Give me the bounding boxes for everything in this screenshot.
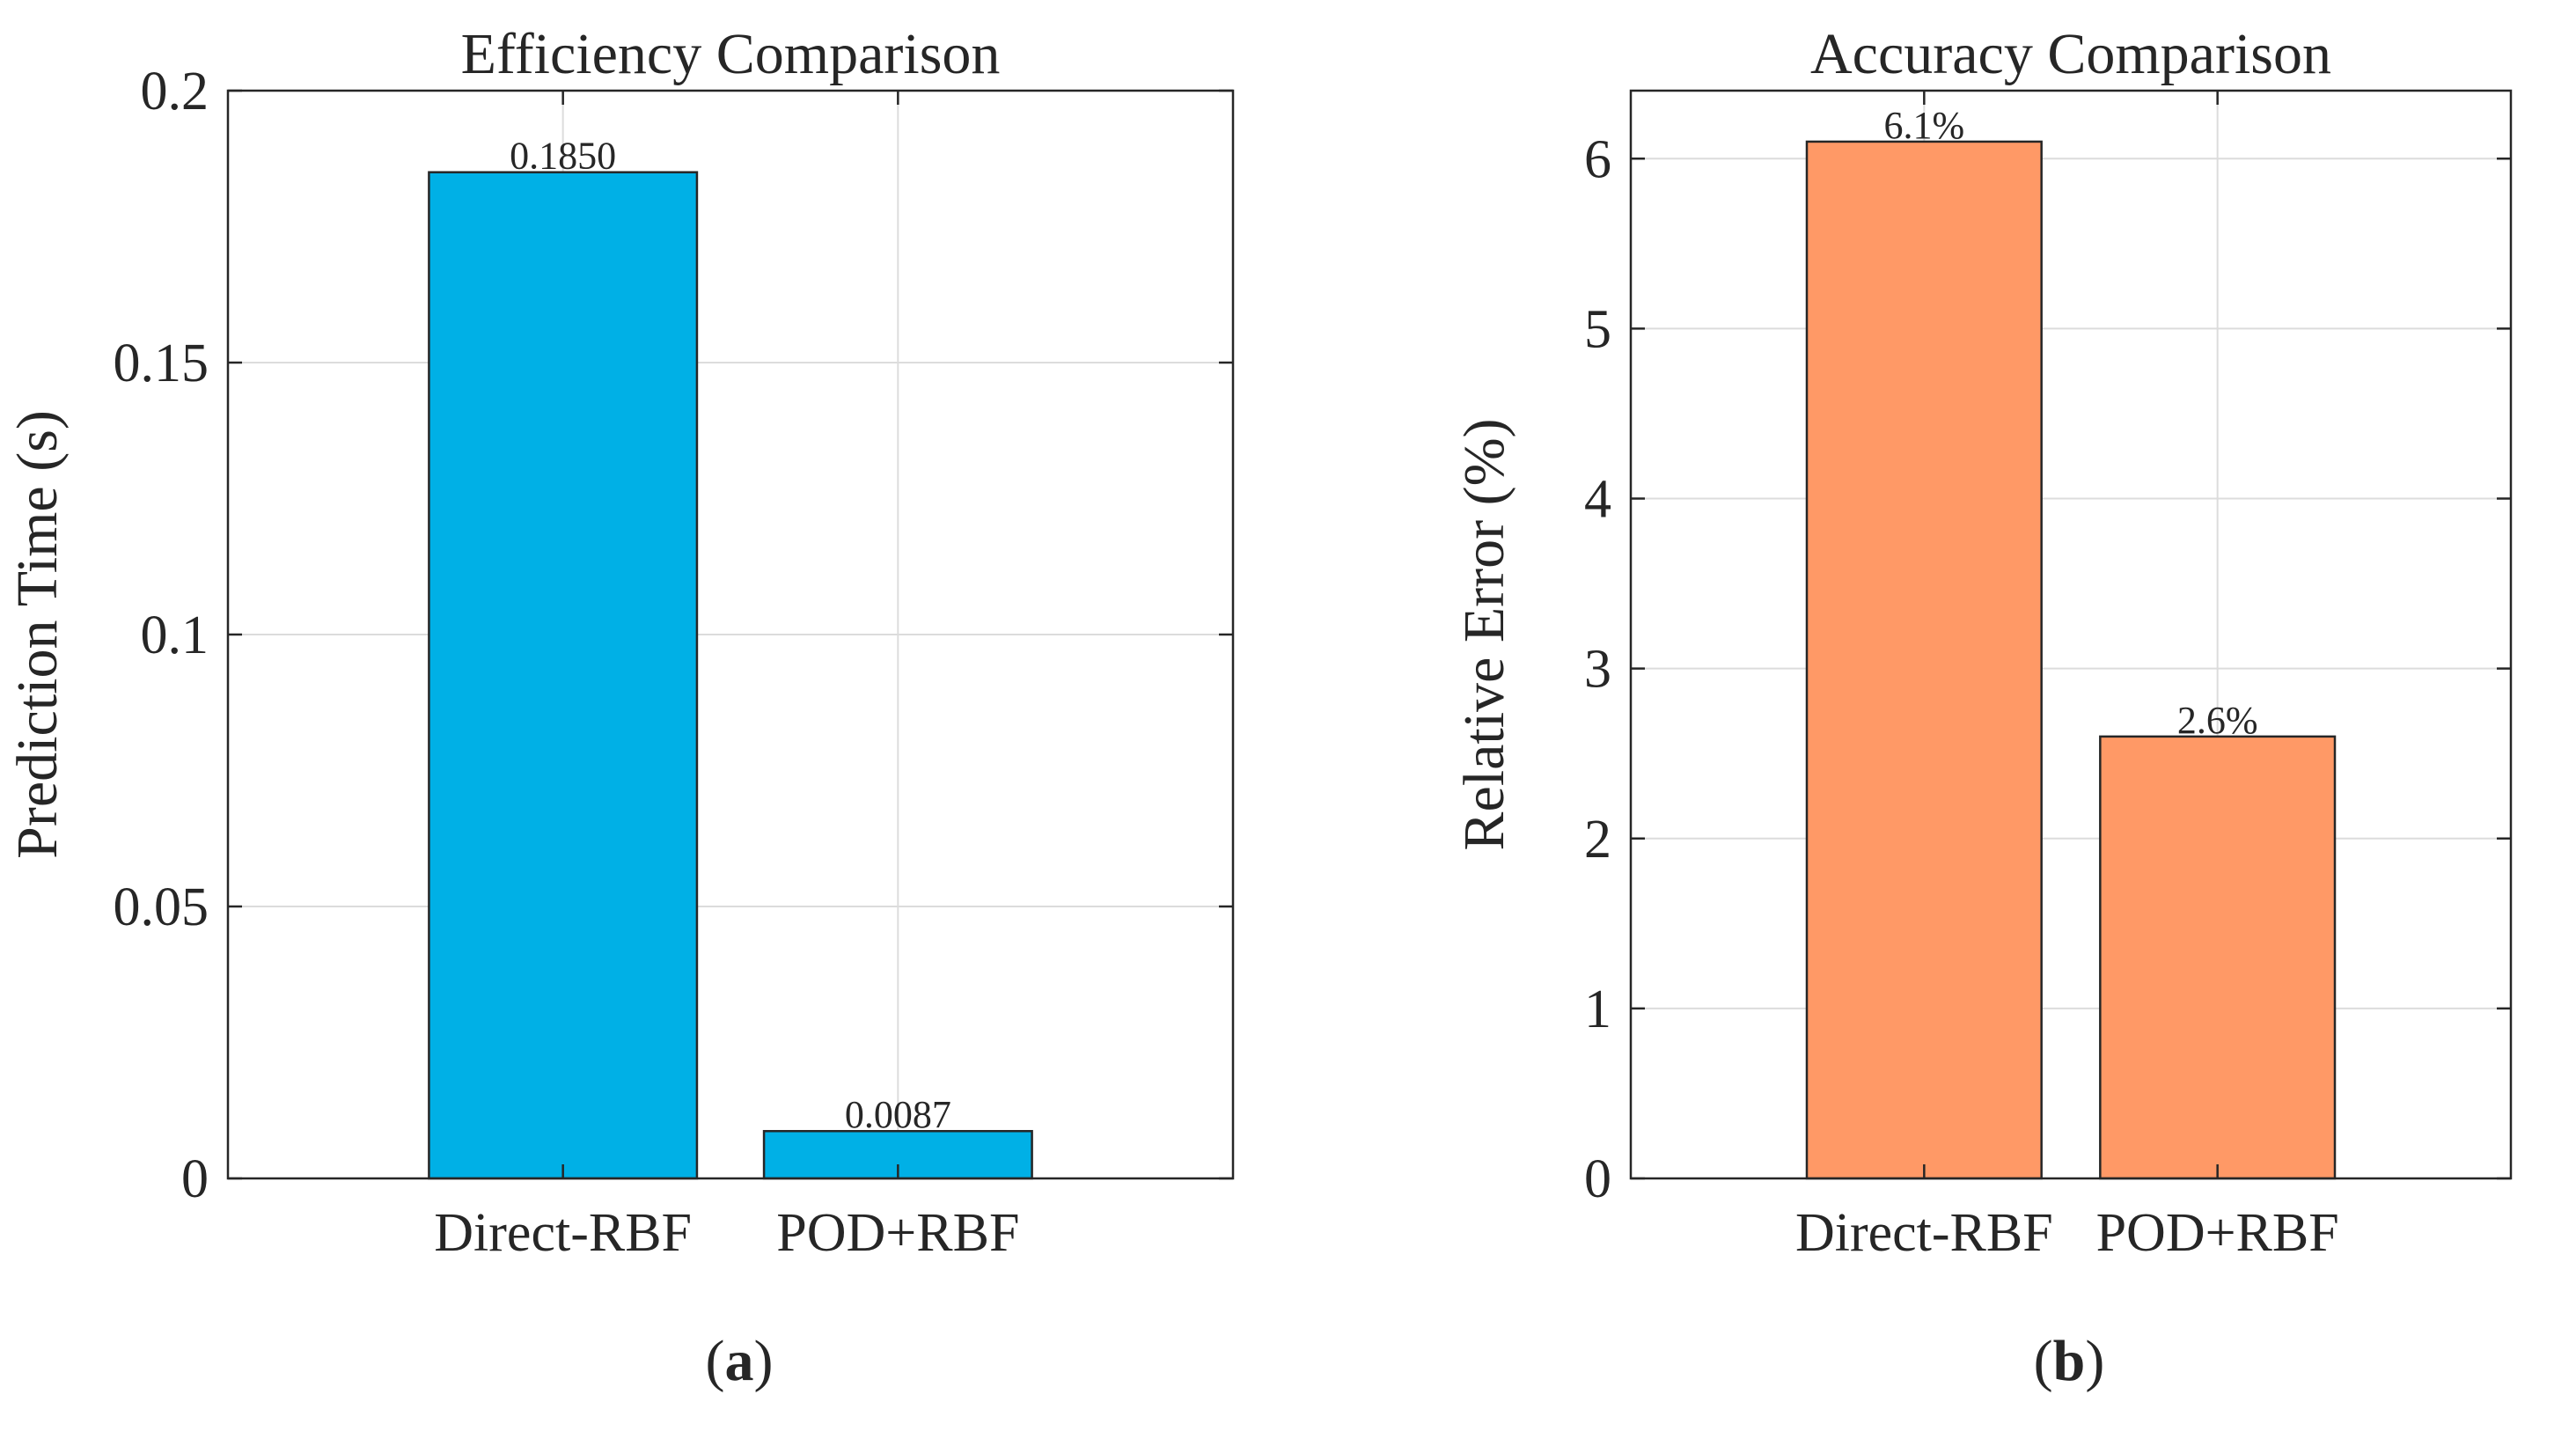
panel-a-caption: (a) [706,1329,774,1393]
panel-b-y-tick-label: 2 [1584,810,1611,870]
panel-b-y-tick-label: 3 [1584,640,1611,700]
panel-a-bars: 0.1850 0.0087 [428,135,1033,1180]
panel-b-bar [2099,735,2337,1180]
panel-b-bar [1805,140,2043,1180]
panel-a-bar [428,171,699,1180]
panel-b-title: Accuracy Comparison [1810,22,2331,86]
panel-b-caption: (b) [2034,1329,2105,1393]
panel-b-x-tick-label: Direct-RBF [1795,1203,2053,1263]
panel-b-ticks: 0 1 2 3 4 5 6 Direct-RBF POD+RBF [1584,91,2511,1263]
panel-b-y-tick-label: 1 [1584,980,1611,1039]
panel-b-axes-box [1629,89,2513,1180]
panel-a-y-tick-label: 0.1 [141,605,209,665]
panel-b-y-tick-label: 5 [1584,299,1611,359]
panel-a-title: Efficiency Comparison [461,22,1001,86]
panel-a-y-axis-label: Prediction Time (s) [5,410,70,859]
panel-b-caption-open: ( [2034,1329,2053,1393]
panel-a-y-tick-label: 0.2 [141,62,209,121]
panel-a-y-tick-label: 0 [181,1149,209,1209]
panel-a-y-tick-label: 0.05 [114,877,209,937]
panel-b-caption-letter: b [2053,1329,2086,1393]
panel-b-y-tick-label: 6 [1584,129,1611,189]
panel-a-ticks: 0 0.05 0.1 0.15 0.2 Direct-RBF POD+RBF [114,62,1233,1263]
panel-b-accuracy-chart: 6.1% 2.6% 0 1 2 3 4 5 6 Direct-RBF POD+RBF Accura… [1452,22,2513,1393]
panel-a-y-tick-label: 0.15 [114,334,209,393]
panel-a-data-label: 0.0087 [845,1093,951,1136]
panel-a-x-tick-label: Direct-RBF [434,1203,692,1263]
panel-b-grid [1631,91,2511,1178]
panel-b-data-label: 2.6% [2177,699,2258,742]
panel-b-caption-close: ) [2085,1329,2104,1393]
panel-a-caption-letter: a [725,1329,754,1393]
panel-b-x-tick-label: POD+RBF [2096,1203,2339,1263]
panel-a-data-label: 0.1850 [510,135,616,178]
panel-a-caption-close: ) [754,1329,774,1393]
panel-a-grid [228,91,1233,1178]
panel-b-y-tick-label: 0 [1584,1149,1611,1209]
panel-b-y-tick-label: 4 [1584,470,1611,530]
panel-a-efficiency-chart: 0.1850 0.0087 0 0.05 0.1 0.15 0.2 Direct-RBF PO… [5,22,1235,1393]
panel-b-data-label: 6.1% [1884,104,1965,147]
panel-b-y-axis-label: Relative Error (%) [1452,418,1516,850]
panel-b-bars: 6.1% 2.6% [1805,104,2337,1180]
panel-a-caption-open: ( [706,1329,725,1393]
panel-a-x-tick-label: POD+RBF [776,1203,1019,1263]
